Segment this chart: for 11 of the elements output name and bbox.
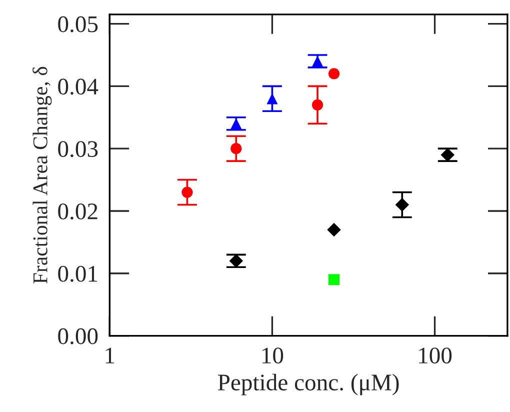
x-tick-label: 10: [262, 348, 284, 364]
y-tick-label: 0.01: [58, 266, 98, 282]
y-tick-label: 0.05: [58, 16, 98, 32]
y-axis-title: Fractional Area Change, δ: [32, 66, 52, 284]
x-tick-label: 100: [419, 348, 452, 364]
x-axis-title: Peptide conc. (μM): [218, 374, 399, 396]
y-tick-label: 0.03: [58, 141, 98, 158]
y-tick-label: 0.00: [58, 328, 98, 344]
x-tick-label: 1: [106, 348, 114, 364]
y-tick-label: 0.02: [58, 203, 98, 220]
y-tick-label: 0.04: [58, 78, 98, 95]
